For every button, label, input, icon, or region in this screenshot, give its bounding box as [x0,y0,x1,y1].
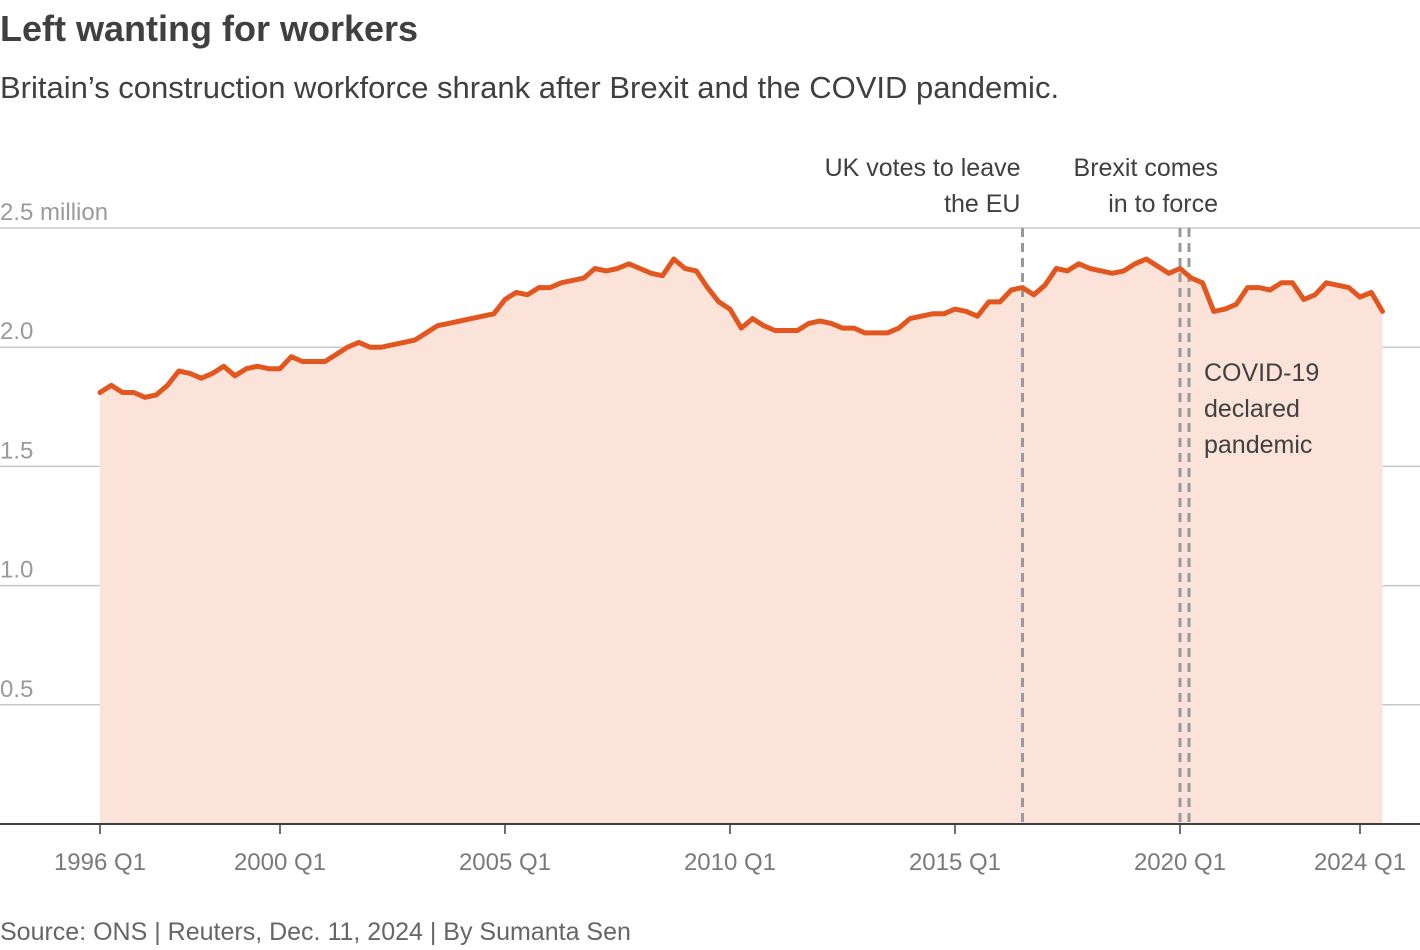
x-tick-label: 2015 Q1 [909,849,1001,876]
source-note: Source: ONS | Reuters, Dec. 11, 2024 | B… [0,918,631,946]
x-tick-label: 2000 Q1 [234,849,326,876]
area-fill-group [100,259,1383,824]
y-tick-label: 1.0 [0,557,33,584]
x-tick-label: 2010 Q1 [684,849,776,876]
y-tick-label: 0.5 [0,676,33,703]
annotation-covid: pandemic [1204,431,1312,459]
x-tick-label: 1996 Q1 [54,849,146,876]
annotation-brexit-vote: UK votes to leave [825,154,1021,182]
area-fill [100,259,1383,824]
y-tick-labels: 2.5 million 2.0 1.5 1.0 0.5 [0,199,108,703]
y-tick-label: 2.0 [0,318,33,345]
annotations: UK votes to leave the EU Brexit comes in to… [825,154,1320,459]
chart-title: Left wanting for workers [0,8,419,49]
event-markers [1021,228,1191,824]
x-tick-label: 2005 Q1 [459,849,551,876]
series-line-group [0,256,1420,825]
y-tick-label: 2.5 million [0,199,108,226]
series-line [97,256,1385,400]
annotation-covid: COVID-19 [1204,359,1319,387]
x-tick-label: 2020 Q1 [1134,849,1226,876]
annotation-brexit-vote: the EU [944,190,1020,218]
y-tick-label: 1.5 [0,437,33,464]
chart-subtitle: Britain’s construction workforce shrank … [0,70,1060,105]
x-tick-labels: 1996 Q1 2000 Q1 2005 Q1 2010 Q1 2015 Q1 2020 … [54,824,1406,876]
x-tick-label: 2024 Q1 [1314,849,1406,876]
annotation-brexit-in-force: Brexit comes [1074,154,1218,182]
annotation-brexit-in-force: in to force [1108,190,1218,218]
annotation-covid: declared [1204,395,1300,423]
